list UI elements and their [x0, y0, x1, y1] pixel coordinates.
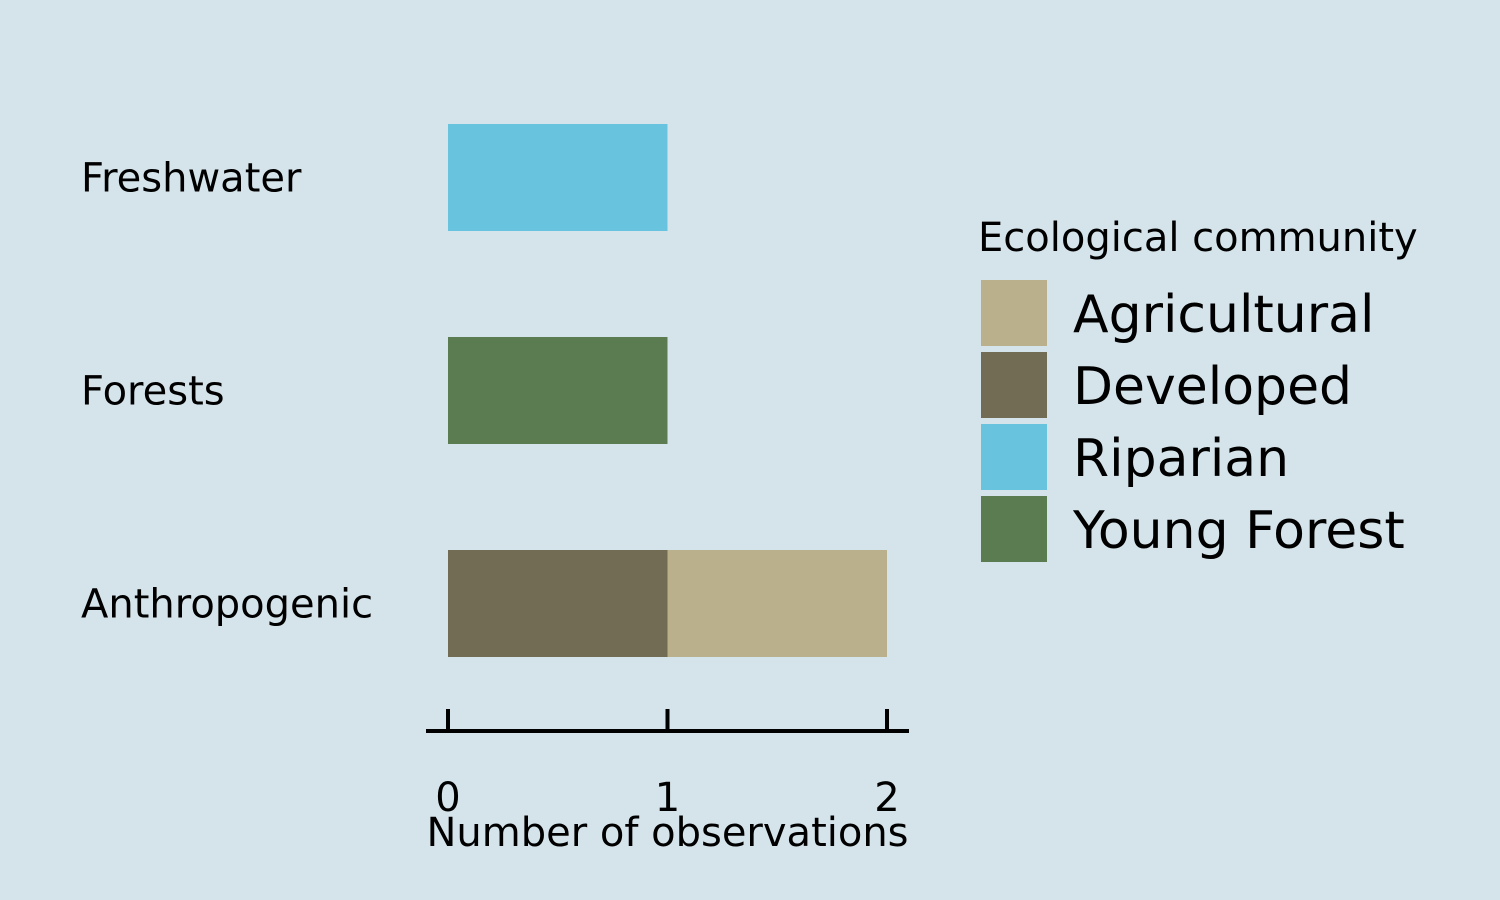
category-label-freshwater: Freshwater	[81, 156, 302, 202]
category-labels: Freshwater Forests Anthropogenic	[81, 156, 373, 628]
x-axis-ticks: 0 1 2	[435, 709, 900, 821]
legend-items: Agricultural Developed Riparian Young Fores…	[981, 280, 1405, 562]
legend: Ecological community Agricultural Develop…	[978, 215, 1418, 562]
legend-label-developed: Developed	[1073, 357, 1352, 417]
legend-swatch-agricultural	[981, 280, 1047, 346]
bar-freshwater-riparian	[448, 124, 668, 231]
legend-swatch-developed	[981, 352, 1047, 418]
x-axis-title: Number of observations	[426, 810, 908, 856]
legend-swatch-riparian	[981, 424, 1047, 490]
legend-label-young-forest: Young Forest	[1072, 501, 1405, 561]
bar-forests-young-forest	[448, 337, 668, 444]
legend-label-riparian: Riparian	[1073, 429, 1289, 489]
bar-anthropogenic-agricultural	[667, 550, 887, 657]
bars-group	[448, 124, 887, 657]
legend-label-agricultural: Agricultural	[1073, 285, 1374, 345]
category-label-forests: Forests	[81, 369, 225, 415]
legend-swatch-young-forest	[981, 496, 1047, 562]
x-tick-label-1: 1	[655, 775, 680, 821]
category-label-anthropogenic: Anthropogenic	[81, 582, 373, 628]
x-axis: 0 1 2 Number of observations	[426, 709, 909, 856]
x-tick-label-0: 0	[435, 775, 460, 821]
legend-title: Ecological community	[978, 215, 1418, 261]
x-tick-label-2: 2	[874, 775, 899, 821]
bar-anthropogenic-developed	[448, 550, 668, 657]
